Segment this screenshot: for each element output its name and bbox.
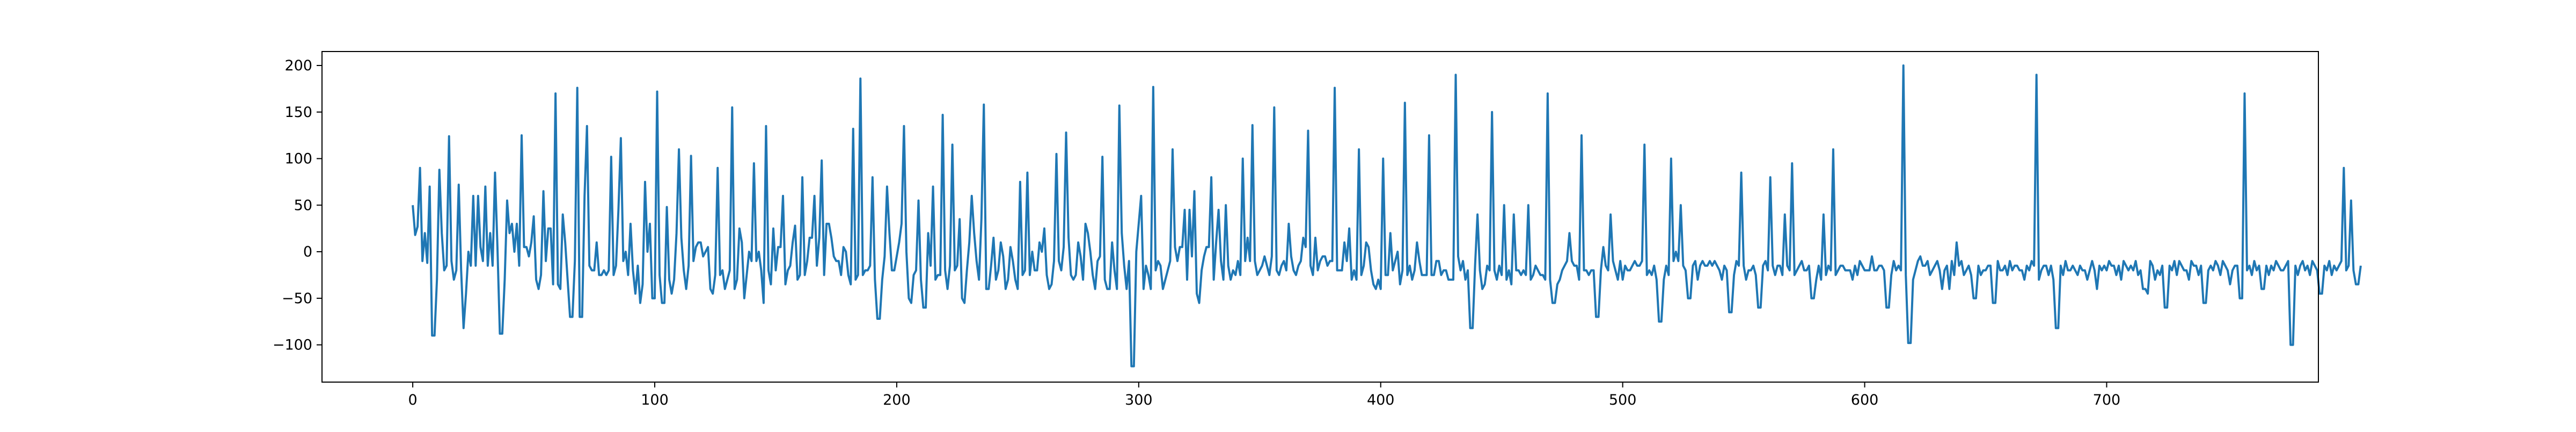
x-tick-label: 700 (2093, 392, 2121, 408)
y-tick-label: 150 (284, 104, 312, 121)
x-tick-label: 600 (1851, 392, 1879, 408)
x-tick-label: 200 (883, 392, 911, 408)
y-tick-label: −100 (273, 337, 312, 354)
x-tick-label: 500 (1609, 392, 1637, 408)
series-line-0 (412, 64, 2362, 368)
x-tick-label: 400 (1367, 392, 1395, 408)
y-tick-label: 200 (284, 57, 312, 74)
x-tick-label: 100 (641, 392, 669, 408)
axes-frame (321, 51, 2319, 383)
y-tick-label: 0 (303, 244, 312, 260)
y-tick-label: 100 (284, 151, 312, 167)
x-tick-label: 0 (408, 392, 417, 408)
y-tick-label: 50 (294, 197, 312, 214)
x-tick-label: 300 (1125, 392, 1153, 408)
y-tick-label: −50 (282, 290, 312, 307)
